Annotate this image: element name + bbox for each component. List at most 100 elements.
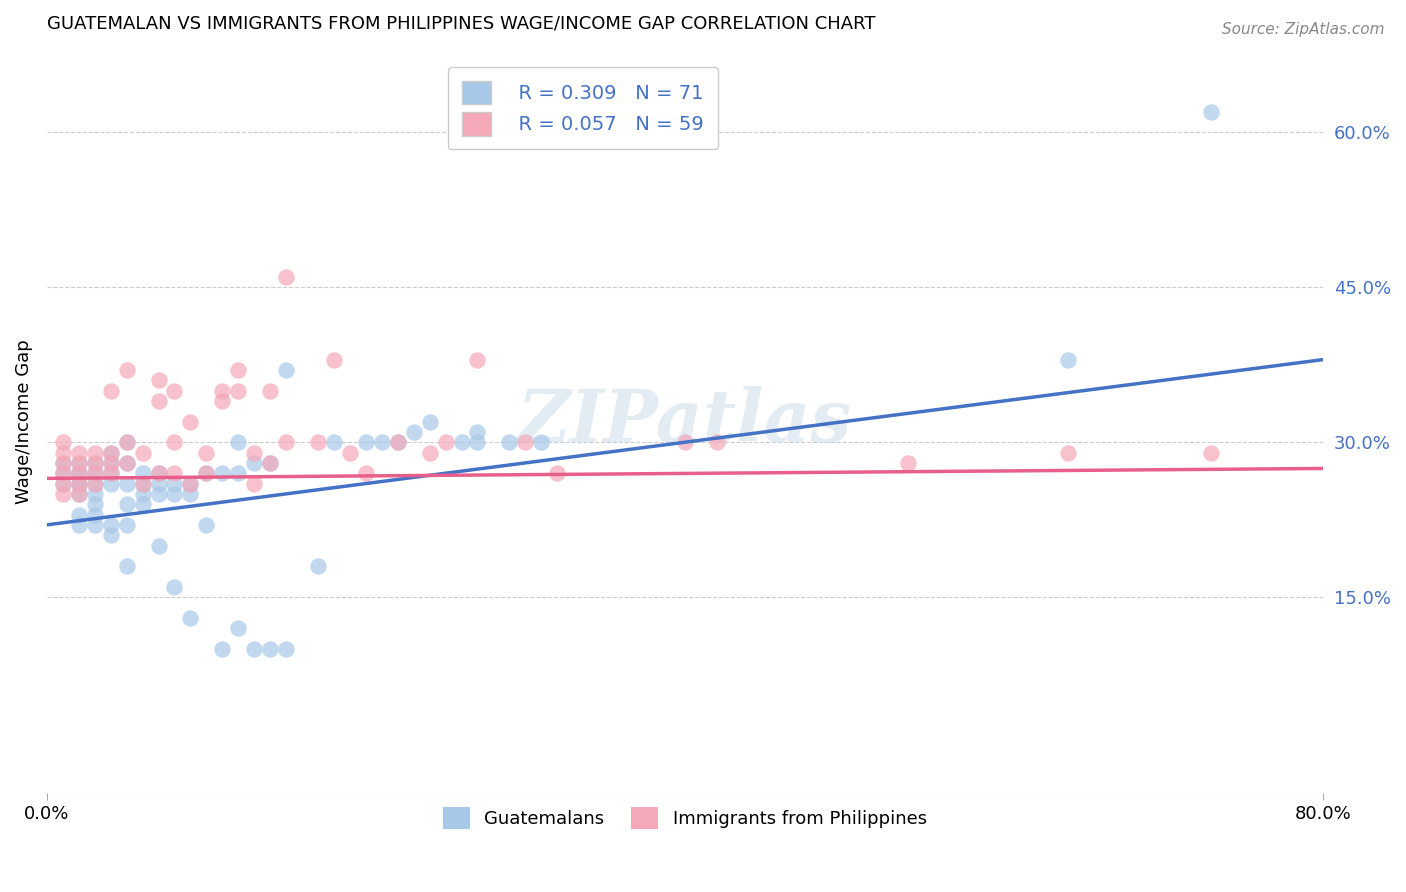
Point: [673, 435, 696, 450]
Point: [467, 425, 489, 439]
Point: [467, 435, 489, 450]
Point: [52, 467, 75, 481]
Point: [211, 393, 233, 408]
Point: [195, 445, 218, 459]
Point: [83, 476, 105, 491]
Point: [100, 517, 122, 532]
Point: [211, 384, 233, 398]
Text: Source: ZipAtlas.com: Source: ZipAtlas.com: [1222, 22, 1385, 37]
Point: [83, 456, 105, 470]
Point: [226, 384, 249, 398]
Text: GUATEMALAN VS IMMIGRANTS FROM PHILIPPINES WAGE/INCOME GAP CORRELATION CHART: GUATEMALAN VS IMMIGRANTS FROM PHILIPPINE…: [46, 15, 876, 33]
Point: [115, 497, 138, 511]
Point: [1056, 445, 1078, 459]
Point: [83, 467, 105, 481]
Point: [52, 456, 75, 470]
Point: [115, 517, 138, 532]
Point: [100, 467, 122, 481]
Point: [52, 476, 75, 491]
Point: [195, 467, 218, 481]
Point: [148, 467, 170, 481]
Point: [211, 641, 233, 656]
Point: [163, 487, 186, 501]
Point: [243, 445, 266, 459]
Point: [52, 467, 75, 481]
Point: [67, 517, 90, 532]
Point: [115, 363, 138, 377]
Point: [163, 435, 186, 450]
Point: [498, 435, 520, 450]
Point: [323, 352, 346, 367]
Point: [179, 415, 201, 429]
Point: [100, 456, 122, 470]
Point: [226, 621, 249, 635]
Point: [52, 445, 75, 459]
Point: [323, 435, 346, 450]
Point: [274, 641, 297, 656]
Point: [115, 435, 138, 450]
Point: [226, 435, 249, 450]
Point: [163, 580, 186, 594]
Point: [163, 384, 186, 398]
Point: [67, 467, 90, 481]
Point: [259, 456, 281, 470]
Point: [100, 384, 122, 398]
Point: [115, 476, 138, 491]
Point: [148, 467, 170, 481]
Point: [307, 435, 329, 450]
Point: [163, 476, 186, 491]
Text: ZIPatlas: ZIPatlas: [517, 386, 852, 457]
Point: [131, 476, 153, 491]
Point: [148, 373, 170, 387]
Point: [274, 270, 297, 285]
Point: [195, 467, 218, 481]
Point: [83, 497, 105, 511]
Point: [131, 467, 153, 481]
Point: [226, 363, 249, 377]
Point: [131, 476, 153, 491]
Point: [67, 476, 90, 491]
Point: [148, 539, 170, 553]
Point: [148, 487, 170, 501]
Point: [148, 476, 170, 491]
Point: [243, 476, 266, 491]
Point: [131, 497, 153, 511]
Point: [100, 456, 122, 470]
Point: [387, 435, 409, 450]
Point: [100, 476, 122, 491]
Y-axis label: Wage/Income Gap: Wage/Income Gap: [15, 339, 32, 504]
Point: [434, 435, 457, 450]
Point: [148, 393, 170, 408]
Point: [100, 445, 122, 459]
Point: [450, 435, 472, 450]
Point: [179, 476, 201, 491]
Point: [515, 435, 537, 450]
Point: [67, 508, 90, 522]
Point: [195, 517, 218, 532]
Point: [100, 528, 122, 542]
Point: [354, 467, 377, 481]
Point: [419, 415, 441, 429]
Point: [67, 476, 90, 491]
Point: [115, 456, 138, 470]
Point: [83, 445, 105, 459]
Point: [1199, 104, 1222, 119]
Point: [67, 467, 90, 481]
Point: [67, 476, 90, 491]
Point: [706, 435, 728, 450]
Point: [387, 435, 409, 450]
Point: [83, 517, 105, 532]
Point: [52, 476, 75, 491]
Point: [67, 467, 90, 481]
Point: [52, 456, 75, 470]
Point: [339, 445, 361, 459]
Point: [354, 435, 377, 450]
Point: [100, 467, 122, 481]
Point: [371, 435, 394, 450]
Point: [67, 487, 90, 501]
Point: [115, 559, 138, 574]
Point: [530, 435, 553, 450]
Point: [211, 467, 233, 481]
Point: [131, 487, 153, 501]
Point: [100, 445, 122, 459]
